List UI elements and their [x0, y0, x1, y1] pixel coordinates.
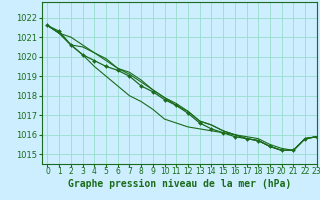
X-axis label: Graphe pression niveau de la mer (hPa): Graphe pression niveau de la mer (hPa) — [68, 179, 291, 189]
